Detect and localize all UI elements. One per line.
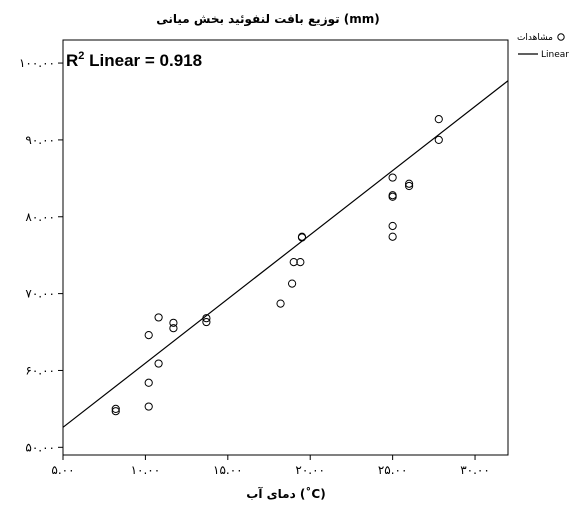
y-axis: ۵۰.۰۰ ۶۰.۰۰ ۷۰.۰۰ ۸۰.۰۰ ۹۰.۰۰ ۱۰۰.۰۰ [19,56,63,454]
chart-title: توزیع بافت لنفوئید بخش میانی (mm) [156,12,380,27]
x-axis-label: دمای آب (˚C) [246,486,325,501]
legend-marker-observed [557,33,565,41]
data-point [405,179,414,188]
data-point [388,191,397,200]
data-point [144,331,153,340]
data-point [388,232,397,241]
legend-label-linear: Linear [541,50,569,60]
r2-superscript: 2 [78,50,84,62]
data-point [434,115,443,124]
data-point [169,318,178,327]
y-tick-label: ۹۰.۰۰ [25,133,55,147]
data-point [297,232,307,241]
regression-line [62,80,509,428]
x-tick-label: ۱۵.۰۰ [213,463,243,477]
data-point [202,317,211,327]
data-point [111,404,120,413]
data-point [154,359,163,368]
data-point [276,299,285,308]
legend-label-observed: مشاهدات [517,33,553,43]
data-point [287,279,297,288]
legend: مشاهدات Linear [517,33,569,60]
plot-frame [62,39,509,456]
x-tick-label: ۳۰.۰۰ [460,463,490,477]
data-point [202,314,211,323]
data-point [154,313,163,322]
x-tick-label: ۵.۰۰ [51,463,74,477]
data-points [111,115,443,416]
data-point [111,407,120,416]
data-point [388,221,397,231]
x-tick-label: ۲۰.۰۰ [295,463,325,477]
data-point [169,324,178,333]
data-point [434,135,443,145]
data-point [405,181,414,191]
data-point [388,173,397,182]
x-axis: ۵.۰۰ ۱۰.۰۰ ۱۵.۰۰ ۲۰.۰۰ ۲۵.۰۰ ۳۰.۰۰ [51,455,490,477]
y-tick-label: ۵۰.۰۰ [25,440,55,454]
x-tick-label: ۱۰.۰۰ [131,463,161,477]
x-tick-label: ۲۵.۰۰ [378,463,408,477]
y-tick-label: ۱۰۰.۰۰ [19,56,55,70]
data-point [296,258,305,267]
y-tick-label: ۷۰.۰۰ [25,287,55,301]
r-squared-annotation: R2 Linear = 0.918 [66,50,202,70]
y-tick-label: ۸۰.۰۰ [25,210,55,224]
data-point [144,378,153,387]
r2-prefix: R [66,51,78,70]
y-tick-label: ۶۰.۰۰ [25,363,55,377]
data-point [144,402,153,411]
r2-suffix: Linear = 0.918 [84,51,202,70]
data-point [289,258,298,267]
